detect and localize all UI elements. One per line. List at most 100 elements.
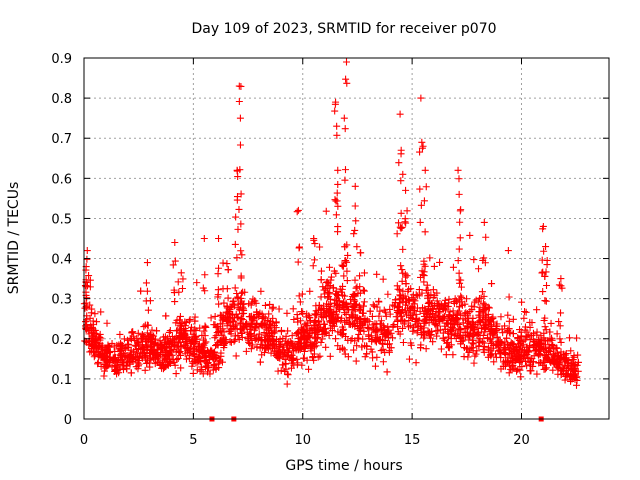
data-point	[405, 296, 413, 304]
data-point	[116, 330, 124, 338]
data-point	[289, 354, 297, 362]
data-point	[210, 361, 218, 369]
data-point	[554, 370, 562, 378]
data-point	[275, 305, 283, 313]
data-point	[83, 324, 91, 332]
data-point	[455, 326, 463, 334]
data-point	[315, 301, 323, 309]
data-point	[387, 344, 395, 352]
data-point	[476, 335, 484, 343]
data-point	[154, 349, 162, 357]
data-point	[464, 353, 472, 361]
data-point	[316, 243, 324, 251]
data-point	[199, 284, 207, 292]
data-point	[337, 288, 345, 296]
data-point	[410, 300, 418, 308]
data-point	[82, 318, 90, 326]
data-point	[170, 289, 178, 297]
data-point	[191, 317, 199, 325]
data-point	[561, 372, 569, 380]
data-point	[158, 341, 166, 349]
data-point	[173, 327, 181, 335]
data-point	[319, 314, 327, 322]
data-point	[338, 331, 346, 339]
data-point	[187, 323, 195, 331]
data-point	[452, 316, 460, 324]
data-point	[384, 330, 392, 338]
data-point	[546, 357, 554, 365]
data-point	[333, 197, 341, 205]
data-point	[403, 207, 411, 215]
data-point	[521, 347, 529, 355]
data-point	[556, 335, 564, 343]
data-point	[93, 339, 101, 347]
data-point	[310, 256, 318, 264]
data-point	[348, 312, 356, 320]
data-point	[398, 223, 406, 231]
data-point	[310, 318, 318, 326]
data-point	[399, 170, 407, 178]
x-tick-label: 10	[294, 433, 311, 448]
data-point	[231, 284, 239, 292]
data-point	[316, 352, 324, 360]
data-point	[463, 295, 471, 303]
data-point	[143, 345, 151, 353]
data-point	[340, 262, 348, 270]
data-point	[231, 240, 239, 248]
data-point	[341, 176, 349, 184]
data-point	[557, 309, 565, 317]
data-point	[420, 278, 428, 286]
data-point	[284, 351, 292, 359]
data-point	[237, 82, 245, 90]
data-point	[127, 369, 135, 377]
data-point	[311, 240, 319, 248]
data-point	[416, 148, 424, 156]
data-point	[402, 273, 410, 281]
data-point	[239, 316, 247, 324]
data-point	[276, 343, 284, 351]
data-point	[433, 289, 441, 297]
data-point	[449, 307, 457, 315]
data-point	[336, 285, 344, 293]
data-point	[561, 351, 569, 359]
data-point	[350, 346, 358, 354]
data-point	[94, 360, 102, 368]
data-point	[282, 365, 290, 373]
data-point	[224, 294, 232, 302]
data-point	[237, 190, 245, 198]
data-point	[421, 262, 429, 270]
data-point	[296, 342, 304, 350]
data-point	[360, 298, 368, 306]
data-point	[96, 330, 104, 338]
data-point	[481, 301, 489, 309]
data-point	[361, 315, 369, 323]
data-point	[244, 336, 252, 344]
data-point	[469, 340, 477, 348]
data-point	[433, 300, 441, 308]
data-point	[494, 337, 502, 345]
data-point	[520, 349, 528, 357]
data-point	[196, 324, 204, 332]
data-point	[143, 287, 151, 295]
data-point	[264, 341, 272, 349]
data-point	[284, 371, 292, 379]
data-point	[171, 298, 179, 306]
data-point	[150, 347, 158, 355]
data-point	[499, 358, 507, 366]
data-point	[470, 303, 478, 311]
data-point	[138, 331, 146, 339]
data-point	[226, 338, 234, 346]
data-point	[563, 362, 571, 370]
data-point	[470, 256, 478, 264]
data-point	[237, 247, 245, 255]
data-point	[401, 318, 409, 326]
data-point	[360, 327, 368, 335]
data-point	[85, 272, 93, 280]
data-point	[455, 332, 463, 340]
data-point	[440, 313, 448, 321]
y-axis-title: SRMTID / TECUs	[6, 182, 22, 295]
data-point	[293, 355, 301, 363]
data-point	[325, 263, 333, 271]
data-point	[238, 333, 246, 341]
data-point	[540, 345, 548, 353]
